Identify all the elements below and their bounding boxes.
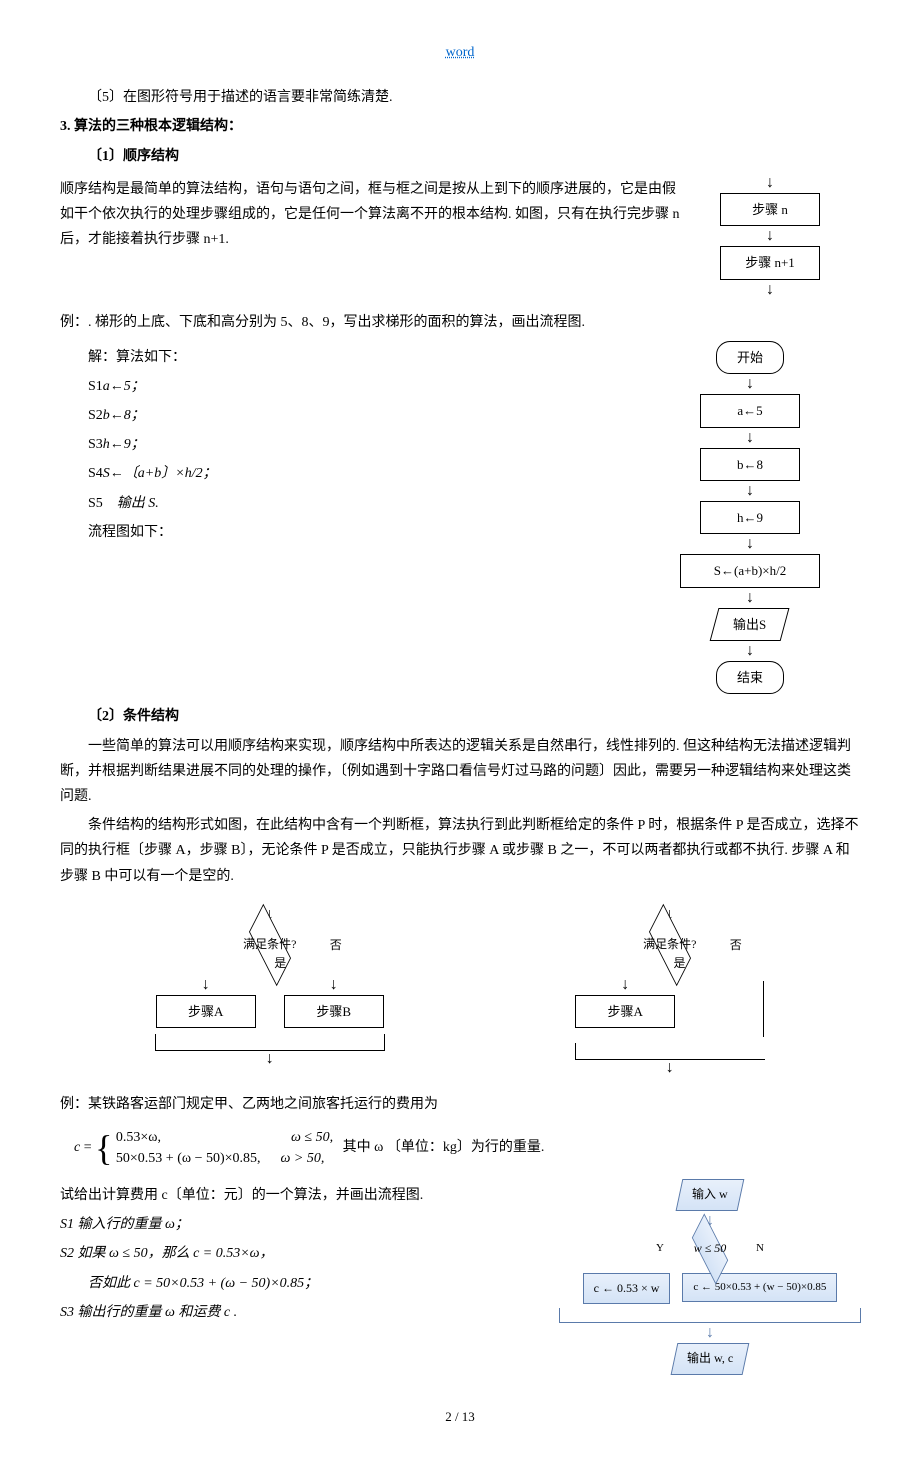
solve-label: 解：算法如下： — [88, 345, 640, 370]
equation-piecewise: c = { 0.53×ω,ω ≤ 50, 50×0.53 + (ω − 50)×… — [74, 1127, 860, 1169]
arrow-icon: ↓ — [746, 536, 754, 552]
arrow-icon: ↓ — [330, 977, 338, 993]
fc-input: 输入 w — [676, 1179, 744, 1211]
label-no: 否 — [330, 935, 342, 957]
label-yes: 是 — [274, 953, 286, 975]
fc-decision: w ≤ 50 — [670, 1231, 750, 1267]
arrow-icon: ↓ — [746, 643, 754, 659]
arrow-icon: ↓ — [746, 590, 754, 606]
fc-end: 结束 — [716, 661, 784, 694]
heading-3-1: 〔1〕顺序结构 — [60, 144, 860, 169]
label-yes: 是 — [674, 953, 686, 975]
step-s1: S1a←5； — [88, 374, 640, 399]
step-s2: S2 如果 ω ≤ 50，那么 c = 0.53×ω， — [60, 1241, 560, 1266]
step-s4: S4S←〔a+b〕×h/2； — [88, 461, 640, 486]
step-s3: S3h←9； — [88, 432, 640, 457]
fc-step-a: 步骤A — [156, 995, 256, 1028]
fc-s: S←(a+b)×h/2 — [680, 554, 820, 587]
arrow-icon: ↓ — [621, 977, 629, 993]
cond-p2: 条件结构的结构形式如图，在此结构中含有一个判断框，算法执行到此判断框给定的条件 … — [60, 813, 860, 889]
fc-b: b←8 — [700, 448, 800, 481]
flowchart-cond-two: ↓ 满足条件? 否 是 ↓ 步骤A ↓ 步骤B ↓ — [156, 905, 384, 1067]
heading-cond: 〔2〕条件结构 — [60, 704, 860, 729]
fc-right: c ← 50×0.53 + (w − 50)×0.85 — [682, 1273, 837, 1303]
fc-left: c ← 0.53 × w — [583, 1273, 671, 1305]
arrow-icon: ↓ — [266, 1051, 274, 1067]
flowchart-cond-one: ↓ 满足条件? 否 是 ↓ 步骤A ↓ — [575, 905, 764, 1076]
flowchart-label: 流程图如下： — [88, 520, 640, 545]
cond-p1: 一些简单的算法可以用顺序结构来实现，顺序结构中所表达的逻辑关系是自然串行，线性排… — [60, 734, 860, 810]
flowchart-sequence: ↓ 步骤 n ↓ 步骤 n+1 ↓ — [720, 173, 820, 300]
arrow-icon: ↓ — [746, 483, 754, 499]
example2-ask: 试给出计算费用 c〔单位：元〕的一个算法，并画出流程图. — [60, 1183, 560, 1208]
label-y: Y — [656, 1239, 664, 1259]
fc-output: 输出S — [710, 608, 790, 641]
step-s1: S1 输入行的重量 ω； — [60, 1212, 560, 1237]
fc-start: 开始 — [716, 341, 784, 374]
fc-step-b: 步骤B — [284, 995, 384, 1028]
arrow-icon: ↓ — [202, 977, 210, 993]
join-line — [575, 1043, 765, 1060]
fc-output: 输出 w, c — [671, 1343, 750, 1375]
fc-box-n1: 步骤 n+1 — [720, 246, 820, 279]
step-s5: S5 输出 S. — [88, 491, 640, 516]
fc-decision: 满足条件? — [230, 925, 310, 965]
label-n: N — [756, 1239, 764, 1259]
join-line — [559, 1308, 861, 1323]
arrow-icon: ↓ — [766, 282, 774, 298]
arrow-icon: ↓ — [706, 1325, 714, 1341]
step-s3: S3 输出行的重量 ω 和运费 c . — [60, 1300, 560, 1325]
arrow-icon: ↓ — [766, 175, 774, 191]
flowchart-trapezoid: 开始 ↓ a←5 ↓ b←8 ↓ h←9 ↓ S←(a+b)×h/2 ↓ 输出S… — [680, 341, 820, 695]
label-no: 否 — [730, 935, 742, 957]
example2-title: 例：某铁路客运部门规定甲、乙两地之间旅客托运行的费用为 — [60, 1092, 860, 1117]
arrow-icon: ↓ — [746, 430, 754, 446]
arrow-icon: ↓ — [766, 228, 774, 244]
fc-box-n: 步骤 n — [720, 193, 820, 226]
line-5: 〔5〕在图形符号用于描述的语言要非常简练清楚. — [60, 85, 860, 110]
step-s2: S2b←8； — [88, 403, 640, 428]
fc-a: a←5 — [700, 394, 800, 427]
header-word: word — [60, 40, 860, 65]
heading-3: 3. 算法的三种根本逻辑结构： — [60, 114, 860, 139]
fc-decision: 满足条件? — [630, 925, 710, 965]
step-s2b: 否如此 c = 50×0.53 + (ω − 50)×0.85； — [60, 1271, 560, 1296]
seq-desc: 顺序结构是最简单的算法结构，语句与语句之间，框与框之间是按从上到下的顺序进展的，… — [60, 177, 680, 253]
example1-title: 例：. 梯形的上底、下底和高分别为 5、8、9，写出求梯形的面积的算法，画出流程… — [60, 310, 860, 335]
fc-h: h←9 — [700, 501, 800, 534]
flowchart-blue: 输入 w ↓ w ≤ 50 Y N c ← 0.53 × w c ← 50×0.… — [560, 1179, 860, 1375]
join-line — [155, 1034, 385, 1051]
page-footer: 2 / 13 — [60, 1405, 860, 1428]
fc-step-a: 步骤A — [575, 995, 675, 1028]
arrow-icon: ↓ — [666, 1060, 674, 1076]
arrow-icon: ↓ — [746, 376, 754, 392]
